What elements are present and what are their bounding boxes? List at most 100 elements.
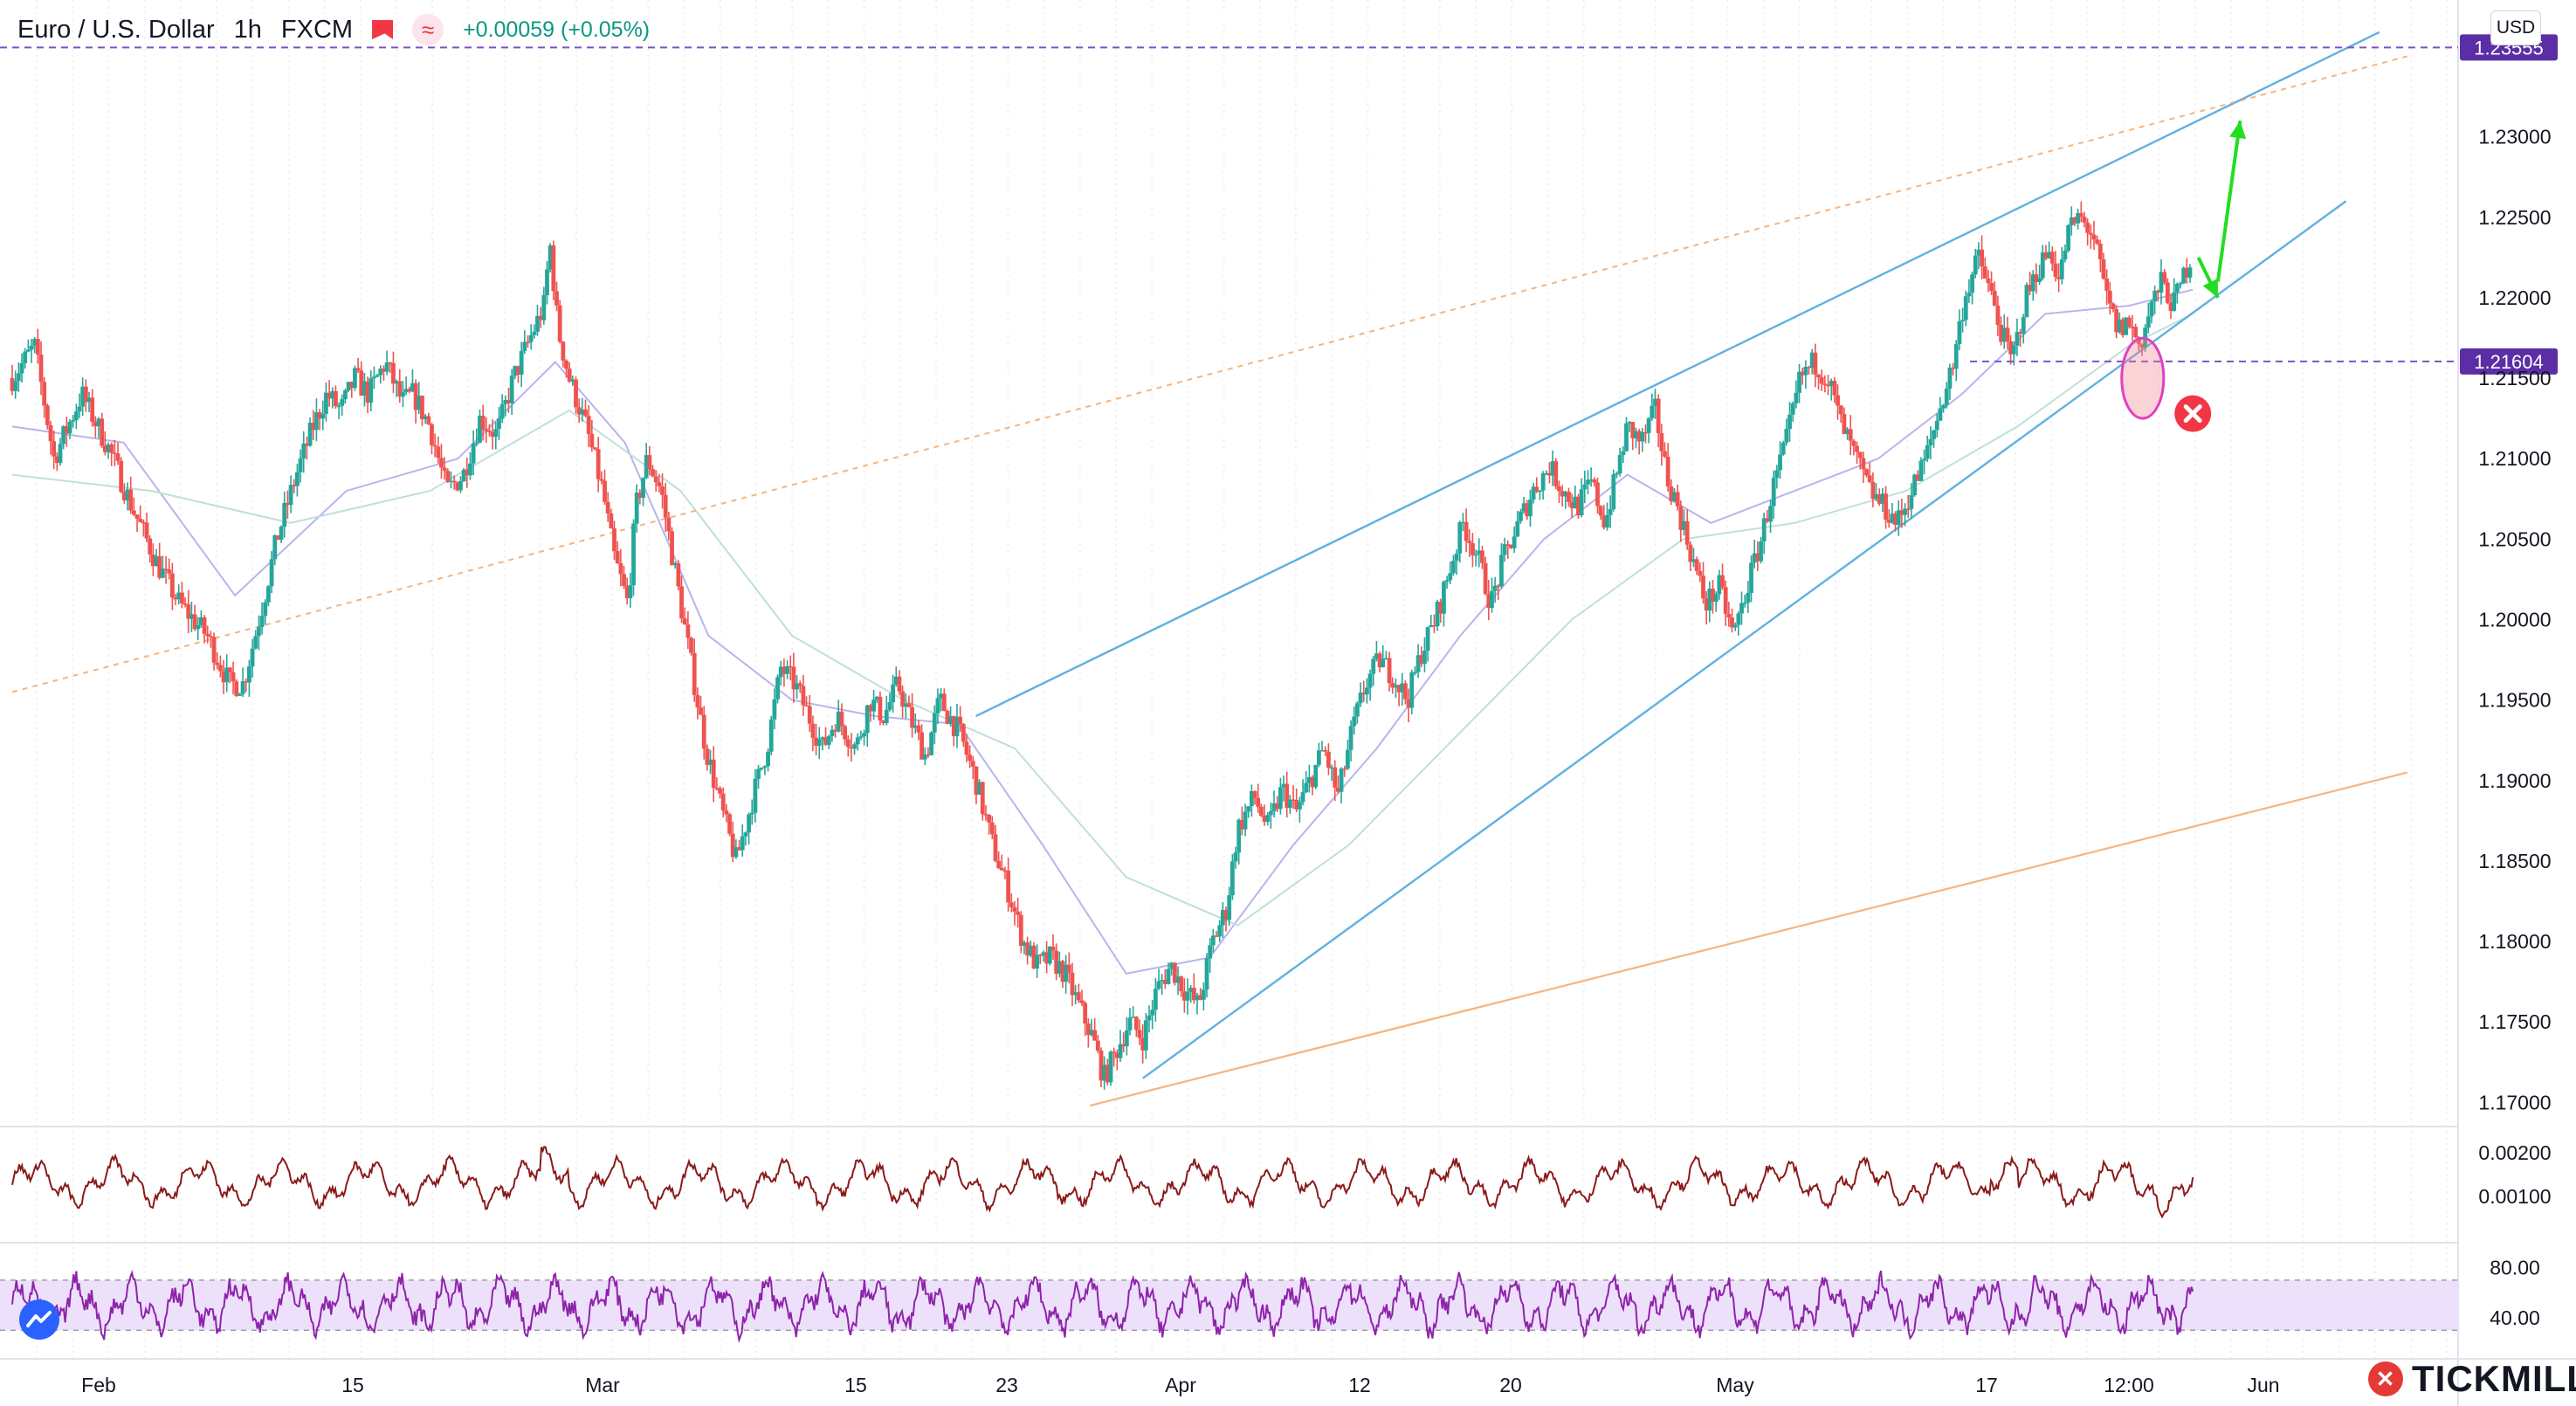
candle-body: [1797, 371, 1801, 393]
candle-body: [567, 369, 572, 382]
candle-body: [1540, 473, 1546, 491]
candle-body: [1973, 255, 1978, 275]
candle-body: [1448, 573, 1453, 581]
candle-body: [647, 455, 652, 470]
candle-body: [1861, 458, 1866, 470]
candle-body: [2168, 302, 2173, 312]
candle-body: [535, 315, 540, 332]
candle-body: [1531, 486, 1536, 500]
candle-body: [179, 592, 184, 603]
candle-body: [86, 397, 92, 403]
candle-body: [2117, 319, 2122, 333]
candle-body: [1675, 492, 1680, 507]
candle-body: [1140, 1037, 1146, 1051]
candle-body: [368, 378, 374, 403]
y-tick-label: 1.23000: [2478, 126, 2551, 148]
candle-body: [689, 638, 693, 653]
candle-body: [612, 527, 616, 552]
candle-body: [198, 617, 203, 625]
candle-body: [382, 369, 386, 372]
candle-body: [711, 759, 716, 789]
candle-body: [1928, 438, 1933, 446]
tradingview-logo-icon[interactable]: [19, 1299, 59, 1340]
symbol-name[interactable]: Euro / U.S. Dollar: [17, 15, 215, 44]
candle-body: [1147, 1015, 1152, 1021]
candle-body: [1739, 603, 1744, 614]
candle-body: [862, 733, 866, 737]
candle-body: [685, 624, 691, 638]
candle-body: [1765, 518, 1770, 522]
candle-body: [823, 737, 828, 745]
candle-body: [1851, 440, 1856, 446]
candle-body: [749, 812, 754, 815]
candle-body: [772, 699, 777, 720]
candle-body: [269, 559, 274, 587]
candle-body: [1890, 513, 1895, 523]
candle-body: [1838, 405, 1843, 415]
candle-body: [762, 766, 768, 768]
candle-body: [442, 467, 447, 472]
candle-body: [1089, 1030, 1094, 1036]
candle-body: [375, 375, 380, 377]
candle-body: [1066, 964, 1071, 973]
candle-body: [528, 334, 534, 342]
candle-body: [1304, 782, 1309, 793]
candle-body: [2069, 217, 2074, 225]
candle-body: [1172, 962, 1177, 983]
candle-body: [852, 744, 857, 749]
candle-body: [493, 429, 499, 438]
flag-icon[interactable]: [372, 20, 394, 39]
candle-body: [1502, 544, 1507, 555]
candle-body: [929, 732, 934, 755]
candle-body: [1957, 320, 1962, 344]
candle-body: [1944, 389, 1949, 405]
candle-body: [1752, 553, 1757, 563]
candle-body: [320, 413, 326, 419]
candle-body: [2133, 327, 2139, 338]
candle-body: [1275, 803, 1280, 810]
candle-body: [2008, 341, 2014, 355]
candle-body: [1877, 494, 1882, 504]
candle-body: [1636, 431, 1642, 442]
candle-body: [2028, 285, 2033, 292]
candle-body: [893, 676, 899, 685]
candle-body: [48, 424, 53, 442]
candle-body: [1429, 625, 1434, 628]
candle-body: [2104, 279, 2110, 291]
currency-button[interactable]: USD: [2490, 10, 2541, 45]
candle-body: [1608, 509, 1613, 515]
candle-body: [618, 563, 623, 575]
candle-body: [922, 754, 927, 760]
candle-body: [1893, 513, 1898, 526]
interval-label[interactable]: 1h: [233, 15, 262, 44]
candle-body: [2152, 290, 2158, 302]
candle-body: [2120, 319, 2125, 335]
candle-body: [548, 245, 553, 270]
candle-body: [1870, 481, 1876, 500]
candle-body: [593, 447, 597, 450]
candle-body: [1925, 445, 1930, 459]
y-tick-label: 1.21000: [2478, 447, 2551, 470]
candle-body: [1367, 673, 1373, 688]
candle-body: [1550, 461, 1555, 476]
brand-name: TICKMILL: [2412, 1358, 2576, 1399]
candle-body: [272, 535, 278, 560]
candle-body: [334, 390, 338, 407]
candle-body: [727, 814, 732, 834]
candle-body: [189, 614, 194, 619]
candle-body: [1243, 811, 1248, 830]
candle-body: [1730, 617, 1734, 628]
candle-body: [1579, 489, 1584, 516]
candle-body: [868, 705, 873, 712]
candle-body: [663, 494, 668, 518]
compare-icon[interactable]: ≈: [412, 14, 444, 45]
candle-body: [1137, 1030, 1142, 1038]
candle-body: [1265, 815, 1271, 823]
candle-body: [2124, 317, 2129, 335]
candle-body: [1415, 655, 1421, 672]
candle-body: [221, 671, 226, 683]
candle-body: [1595, 482, 1600, 507]
candle-body: [788, 665, 793, 668]
candle-body: [1009, 902, 1014, 907]
